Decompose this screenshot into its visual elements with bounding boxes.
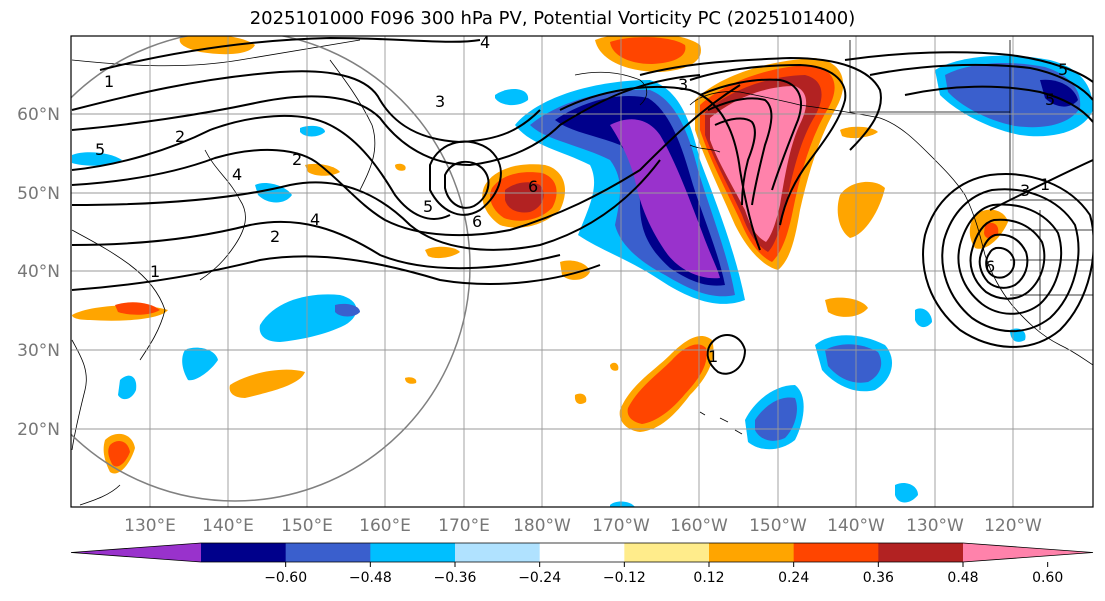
svg-text:40°N: 40°N [17,262,60,282]
colorbar-tick-label: 0.48 [947,570,978,586]
svg-text:5: 5 [95,140,105,159]
pv-contours [71,36,1093,375]
svg-text:4: 4 [310,210,320,229]
svg-text:60°N: 60°N [17,105,60,125]
svg-text:1: 1 [150,262,160,281]
svg-text:1: 1 [708,347,718,366]
svg-text:2: 2 [175,127,185,146]
colorbar-extend-max [963,543,1093,562]
colorbar-tick-label: 0.12 [693,570,724,586]
colorbar-tick-label: 0.36 [863,570,894,586]
svg-text:180°W: 180°W [513,516,571,536]
colorbar-tick-label: −0.60 [264,570,307,586]
svg-text:30°N: 30°N [17,341,60,361]
colorbar-tick-label: 0.60 [1032,570,1063,586]
svg-text:6: 6 [528,177,538,196]
svg-text:20°N: 20°N [17,420,60,440]
colorbar-segment [793,543,879,562]
svg-text:5: 5 [423,197,433,216]
colorbar-segment [201,543,287,562]
svg-text:170°E: 170°E [438,516,490,536]
colorbar-extend-min [71,543,201,562]
svg-text:150°E: 150°E [281,516,333,536]
colorbar-tick-label: −0.36 [434,570,477,586]
colorbar-segment [539,543,625,562]
svg-text:6: 6 [472,212,482,231]
colorbar-tick-label: −0.24 [518,570,561,586]
svg-text:130°W: 130°W [906,516,964,536]
svg-text:5: 5 [1045,90,1055,109]
colorbar-tick-label: −0.48 [349,570,392,586]
svg-text:3: 3 [435,92,445,111]
colorbar-segment [455,543,541,562]
colorbar-segment [878,543,964,562]
map-frame [70,35,1094,508]
svg-text:3: 3 [1020,181,1030,200]
colorbar-segment [285,543,371,562]
svg-text:150°W: 150°W [749,516,807,536]
svg-text:120°W: 120°W [984,516,1042,536]
colorbar-segment [624,543,710,562]
contour-labels: 1 2 3 4 5 6 2 1 5 6 1 2 3 4 5 6 3 4 5 1 [95,33,1068,366]
svg-text:130°E: 130°E [124,516,176,536]
colorbar-segment [709,543,795,562]
svg-text:1: 1 [104,72,114,91]
svg-text:4: 4 [480,33,490,52]
longitude-labels: 130°E 140°E 150°E 160°E 170°E 180°W 170°… [124,516,1042,536]
svg-text:4: 4 [232,165,242,184]
svg-text:2: 2 [292,150,302,169]
colorbar-tick-label: 0.24 [778,570,809,586]
colorbar-tick-label: −0.12 [603,570,646,586]
svg-text:3: 3 [678,75,688,94]
svg-text:140°E: 140°E [202,516,254,536]
svg-text:160°E: 160°E [359,516,411,536]
gridlines [71,36,1093,507]
map-title: 2025101000 F096 300 hPa PV, Potential Vo… [249,8,856,29]
svg-text:160°W: 160°W [670,516,728,536]
svg-text:50°N: 50°N [17,184,60,204]
svg-text:6: 6 [985,257,995,276]
latitude-labels: 60°N 50°N 40°N 30°N 20°N [17,105,60,440]
svg-text:1: 1 [1040,175,1050,194]
range-circle [71,36,471,502]
svg-text:5: 5 [1058,60,1068,79]
colorbar-outline [70,542,1094,563]
svg-text:2: 2 [270,227,280,246]
colorbar-segment [370,543,456,562]
svg-text:140°W: 140°W [827,516,885,536]
svg-text:170°W: 170°W [592,516,650,536]
colorbar: −0.60 −0.48 −0.36 −0.24 −0.12 0.12 0.24 0.36 0.4… [70,542,1094,586]
